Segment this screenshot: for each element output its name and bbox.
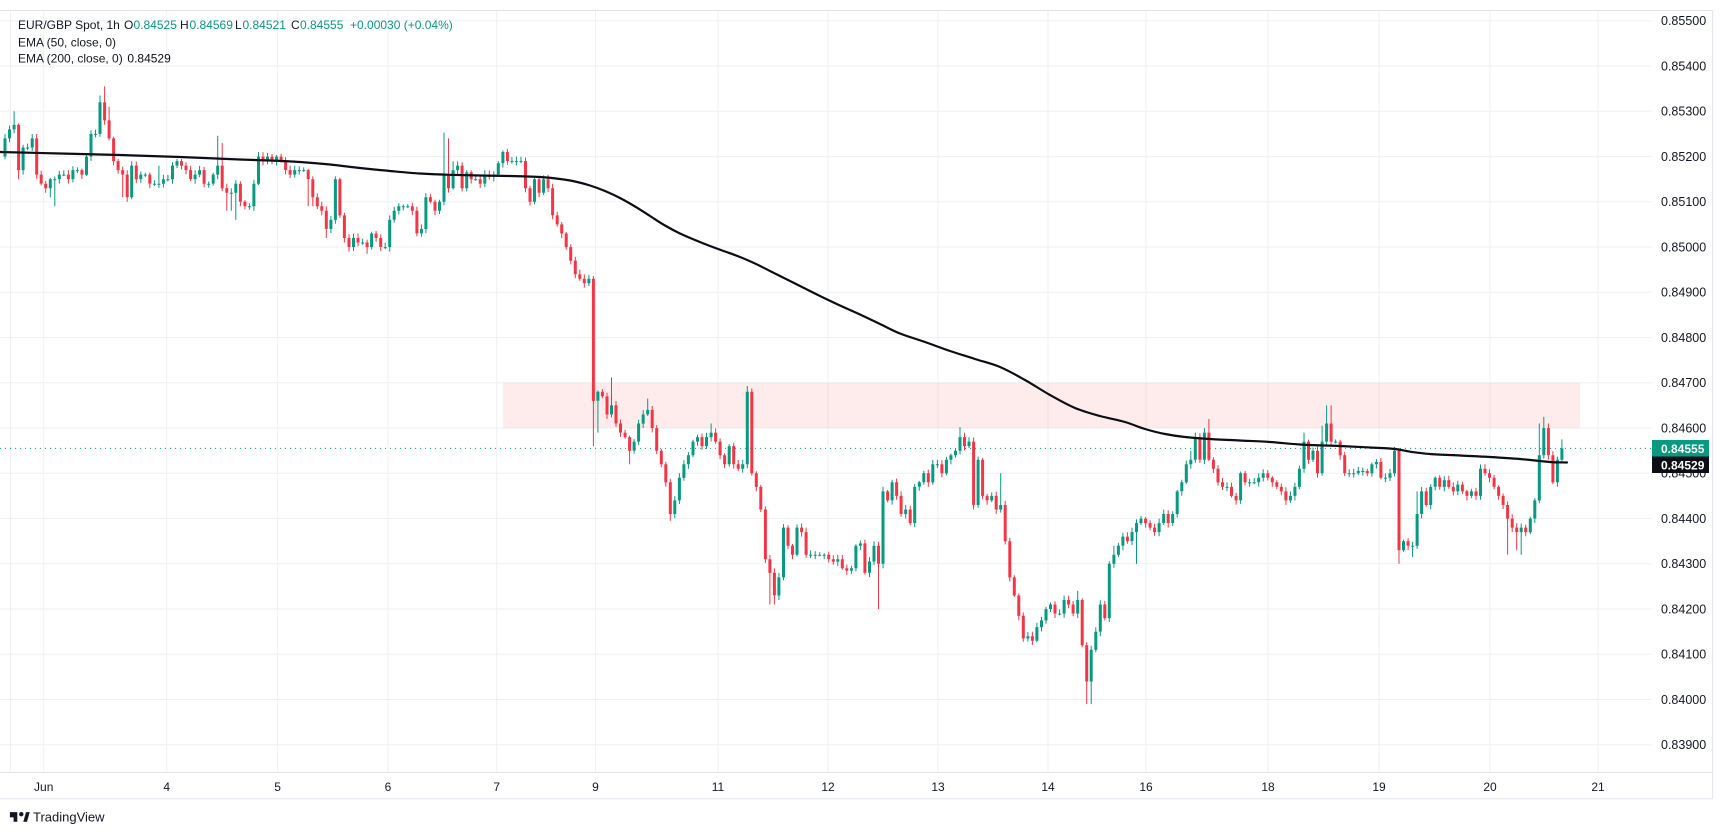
svg-text:0.84400: 0.84400 <box>1661 512 1706 526</box>
svg-text:0.84525: 0.84525 <box>134 18 178 32</box>
svg-text:+0.00030 (+0.04%): +0.00030 (+0.04%) <box>350 18 453 32</box>
svg-text:0.84300: 0.84300 <box>1661 557 1706 571</box>
svg-text:0.85500: 0.85500 <box>1661 14 1706 28</box>
svg-text:Jun: Jun <box>34 780 53 794</box>
svg-text:14: 14 <box>1041 780 1055 794</box>
svg-text:L: L <box>235 18 242 32</box>
svg-text:0.84555: 0.84555 <box>1661 442 1705 456</box>
svg-text:20: 20 <box>1483 780 1497 794</box>
svg-text:0.84800: 0.84800 <box>1661 331 1706 345</box>
svg-text:0.84100: 0.84100 <box>1661 648 1706 662</box>
svg-text:12: 12 <box>821 780 835 794</box>
svg-text:19: 19 <box>1372 780 1386 794</box>
svg-text:0.84000: 0.84000 <box>1661 693 1706 707</box>
svg-text:0.85300: 0.85300 <box>1661 105 1706 119</box>
svg-text:11: 11 <box>712 780 725 794</box>
svg-text:0.84569: 0.84569 <box>190 18 234 32</box>
svg-text:C: C <box>291 18 300 32</box>
svg-text:TradingView: TradingView <box>33 810 105 825</box>
svg-text:0.84900: 0.84900 <box>1661 286 1706 300</box>
svg-text:13: 13 <box>931 780 945 794</box>
svg-text:0.85100: 0.85100 <box>1661 195 1706 209</box>
svg-text:0.84529: 0.84529 <box>127 52 171 66</box>
svg-text:O: O <box>124 18 133 32</box>
svg-text:5: 5 <box>274 780 281 794</box>
svg-text:16: 16 <box>1139 780 1153 794</box>
svg-text:0.83900: 0.83900 <box>1661 738 1706 752</box>
svg-text:7: 7 <box>493 780 500 794</box>
svg-text:18: 18 <box>1261 780 1275 794</box>
svg-text:0.84600: 0.84600 <box>1661 422 1706 436</box>
svg-text:EMA (200, close, 0): EMA (200, close, 0) <box>18 52 123 66</box>
svg-text:EUR/GBP Spot, 1h: EUR/GBP Spot, 1h <box>18 18 120 32</box>
svg-text:9: 9 <box>592 780 599 794</box>
svg-text:0.84555: 0.84555 <box>300 18 344 32</box>
svg-text:EMA (50, close, 0): EMA (50, close, 0) <box>18 36 116 50</box>
svg-text:0.85000: 0.85000 <box>1661 241 1706 255</box>
svg-text:0.84521: 0.84521 <box>243 18 287 32</box>
svg-text:0.84700: 0.84700 <box>1661 376 1706 390</box>
svg-text:0.85400: 0.85400 <box>1661 60 1706 74</box>
svg-text:4: 4 <box>163 780 170 794</box>
svg-text:0.84200: 0.84200 <box>1661 603 1706 617</box>
svg-text:0.84529: 0.84529 <box>1661 458 1705 472</box>
svg-text:0.85200: 0.85200 <box>1661 150 1706 164</box>
svg-text:6: 6 <box>385 780 392 794</box>
svg-text:21: 21 <box>1591 780 1605 794</box>
svg-text:H: H <box>180 18 189 32</box>
